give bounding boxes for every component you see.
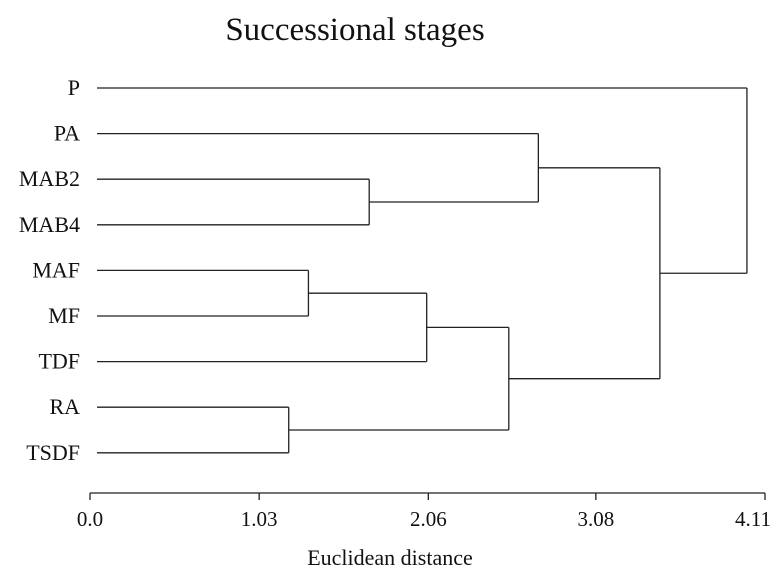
leaf-label: TDF [38, 349, 80, 374]
x-tick-label: 1.03 [241, 507, 278, 531]
leaf-label: TSDF [26, 440, 80, 465]
leaf-label: RA [49, 394, 80, 419]
leaf-label: MAF [32, 257, 80, 282]
dendrogram-links [97, 87, 748, 454]
leaf-label: PA [54, 121, 80, 146]
leaf-label: MF [48, 303, 80, 328]
x-axis-label: Euclidean distance [307, 545, 473, 570]
leaf-label: P [68, 75, 80, 100]
x-tick-label: 3.08 [577, 507, 614, 531]
x-axis: 0.0 1.03 2.06 3.08 4.11 [77, 492, 771, 531]
leaf-labels: P PA MAB2 MAB4 MAF MF TDF RA TSDF [19, 75, 80, 465]
leaf-label: MAB2 [19, 166, 80, 191]
x-tick-label: 0.0 [77, 507, 103, 531]
chart-title: Successional stages [225, 12, 485, 48]
x-tick-label: 2.06 [410, 507, 447, 531]
x-tick-label: 4.11 [735, 507, 771, 531]
leaf-label: MAB4 [19, 212, 80, 237]
